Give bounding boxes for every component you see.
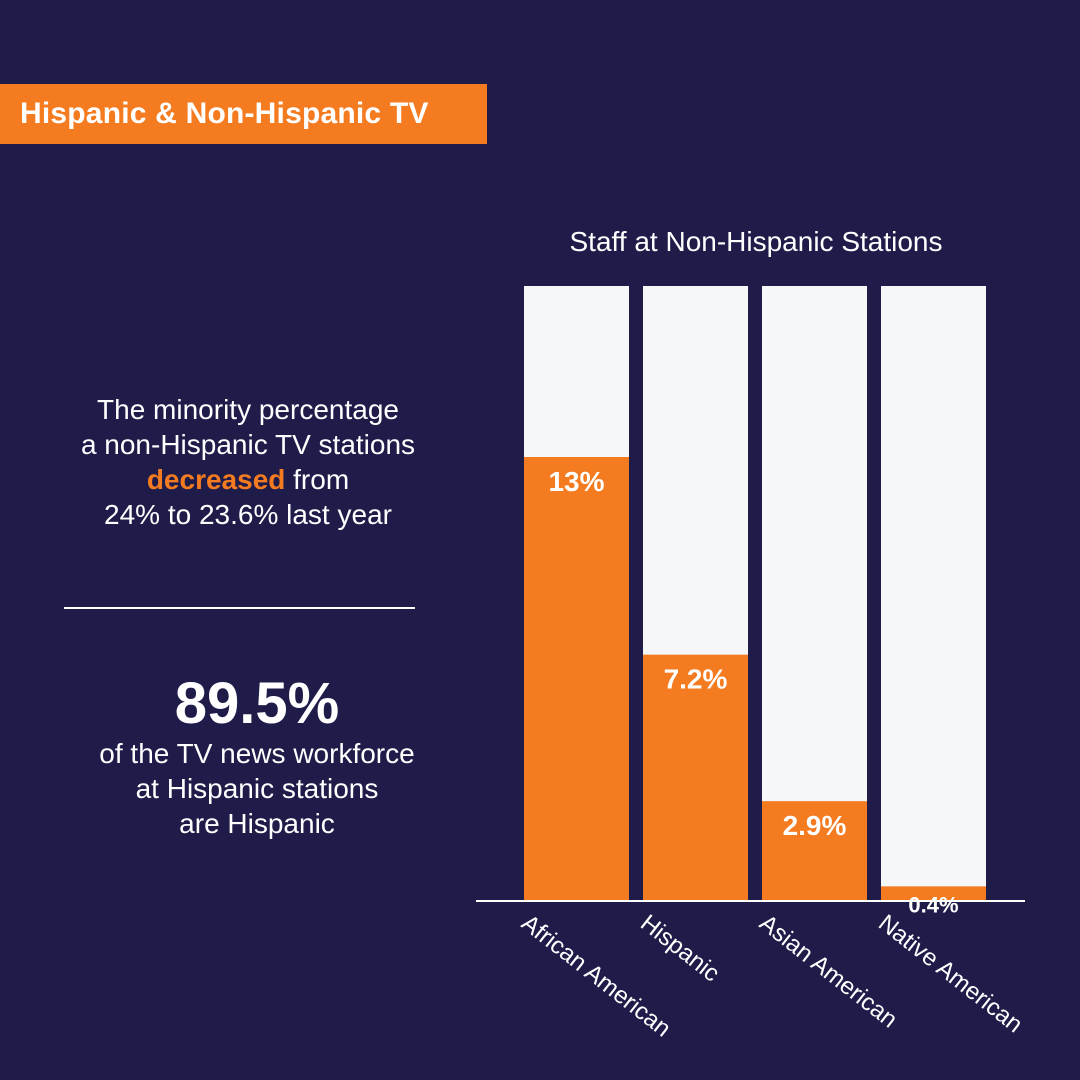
stat-line-2: at Hispanic stations — [135, 773, 379, 804]
title-banner: Hispanic & Non-Hispanic TV — [0, 84, 487, 144]
bar-value-label-3: 0.4% — [908, 892, 958, 917]
bar-2 — [762, 801, 867, 900]
banner-title: Hispanic & Non-Hispanic TV — [20, 97, 429, 130]
bar-value-label-0: 13% — [548, 466, 604, 497]
summary-line-1: The minority percentage — [97, 394, 399, 425]
summary-line-3-rest: from — [285, 464, 350, 495]
divider — [64, 607, 415, 609]
stat-value: 89.5% — [174, 671, 340, 736]
bar-value-label-1: 7.2% — [664, 664, 728, 695]
bar-1 — [643, 654, 748, 900]
hispanic-workforce-stat: 89.5% of the TV news workforce at Hispan… — [40, 672, 474, 841]
minority-summary: The minority percentage a non-Hispanic T… — [40, 392, 456, 532]
summary-highlight: decreased — [146, 464, 286, 495]
summary-line-3: decreased from — [40, 462, 456, 497]
bar-track-2 — [762, 286, 867, 900]
bar-track-3 — [881, 286, 986, 900]
category-label-1: Hispanic — [635, 909, 724, 987]
chart-title: Staff at Non-Hispanic Stations — [569, 226, 943, 257]
stat-line-1: of the TV news workforce — [99, 738, 415, 769]
stat-line-3: are Hispanic — [179, 808, 335, 839]
bar-value-label-2: 2.9% — [783, 810, 847, 841]
bar-3 — [881, 886, 986, 900]
summary-line-2: a non-Hispanic TV stations — [80, 429, 416, 460]
summary-line-4: 24% to 23.6% last year — [104, 499, 392, 530]
bar-0 — [524, 457, 629, 900]
